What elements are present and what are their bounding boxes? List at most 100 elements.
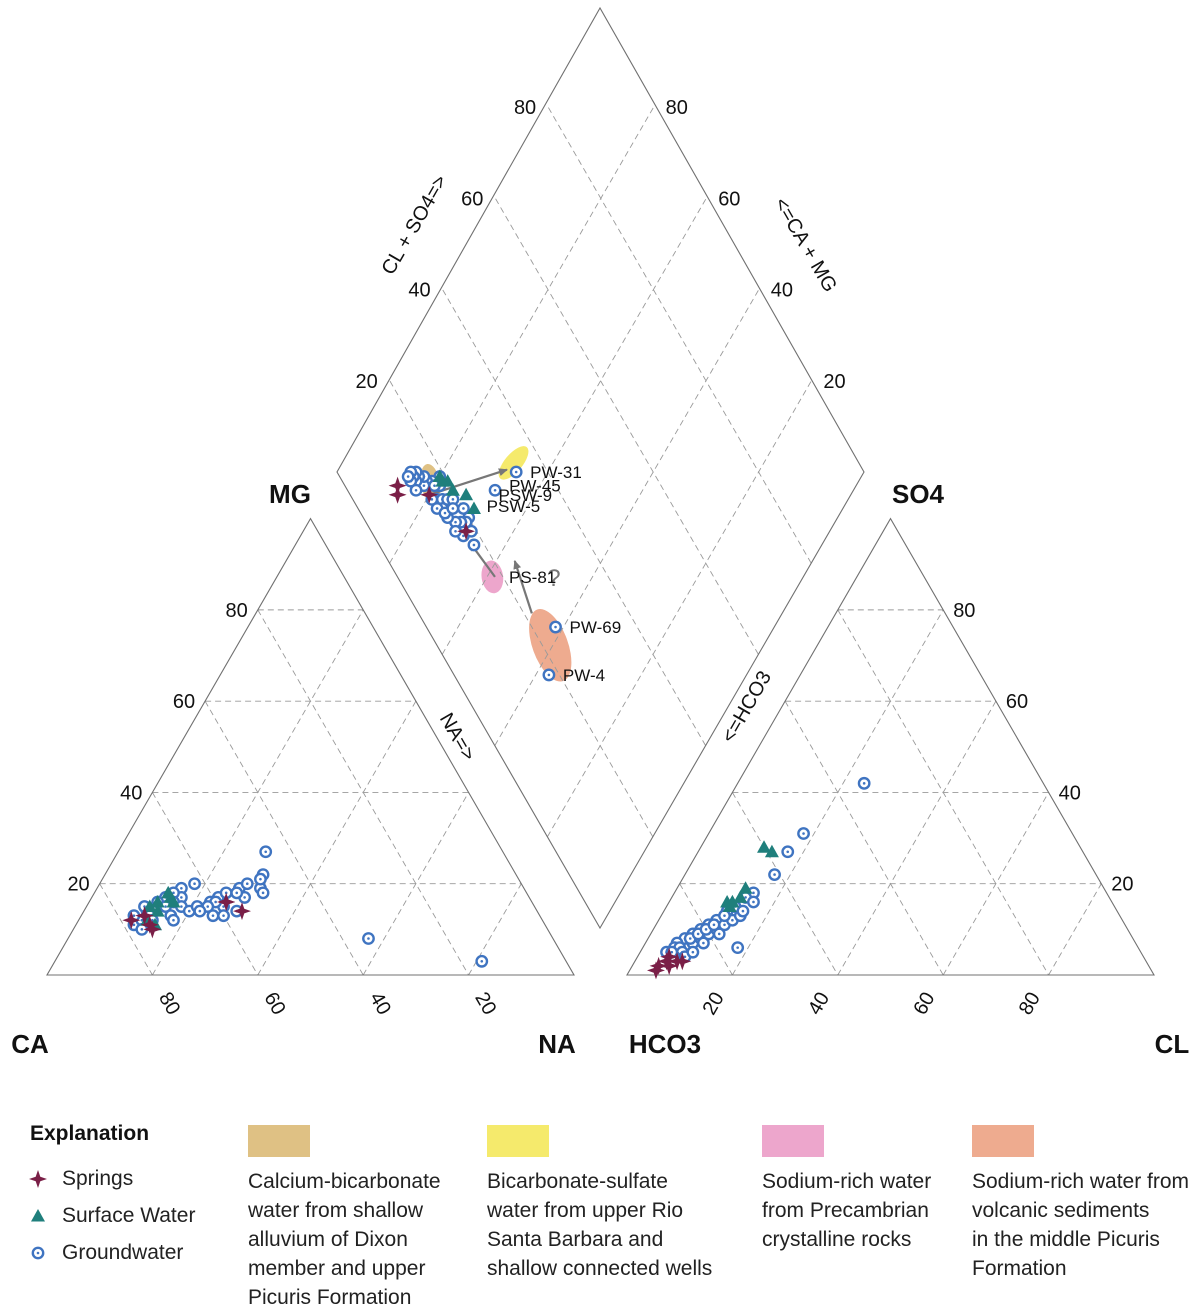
point-label: PW-31 [530, 463, 582, 482]
tick-diamond-right: 40 [771, 280, 793, 302]
tick-cation-bottom: 60 [259, 989, 289, 1019]
groundwater-anion-point [697, 936, 710, 950]
groundwater-diamond-point [467, 538, 481, 552]
diamond-grid-camg [494, 289, 760, 746]
star-icon [29, 1170, 47, 1188]
groundwater-anion-point [736, 904, 750, 918]
tick-diamond-right: 20 [823, 371, 845, 393]
groundwater-anion-point [686, 945, 700, 959]
tick-anion-right: 40 [1059, 782, 1081, 804]
springs-cation-point [217, 892, 236, 911]
zone-text-precambrian: Sodium-rich water from Precambrian cryst… [762, 1170, 932, 1251]
groundwater-anion-point [747, 895, 760, 909]
anion-grid-cl [837, 700, 997, 976]
surface-water-cation-point [150, 904, 165, 917]
tick-diamond-left: 60 [461, 188, 483, 210]
groundwater-diamond-point [401, 470, 415, 483]
tick-cation-left: 40 [120, 782, 142, 804]
groundwater-diamond-point [542, 668, 556, 682]
ring-icon [31, 1246, 45, 1260]
springs-cation-point [143, 920, 162, 939]
springs-diamond-point [457, 522, 476, 541]
zone-swatch-bicarbonate-sulfate [487, 1125, 549, 1157]
corner-label-so4: SO4 [892, 479, 945, 509]
axis-title-cl-so4: CL + SO4=> [378, 171, 453, 278]
diamond-grid-camg [389, 106, 654, 564]
diamond-grid-so4cl [495, 198, 759, 655]
tick-anion-right: 80 [953, 600, 975, 622]
cation-grid-ca [99, 883, 153, 976]
diamond-grid-camg [441, 198, 707, 655]
tick-diamond-left: 40 [408, 280, 430, 302]
springs-cation-point [122, 911, 141, 930]
legend-item-groundwater: Groundwater [28, 1241, 183, 1265]
legend-title: Explanation [30, 1122, 150, 1145]
springs-anion-point [673, 952, 692, 971]
groundwater-diamond-point [549, 620, 562, 634]
anion-grid-cl [1048, 883, 1102, 976]
groundwater-anion-point [712, 927, 726, 941]
cation-triangle [46, 517, 575, 976]
groundwater-cation-point [167, 913, 180, 927]
tick-diamond-right: 60 [718, 188, 740, 210]
groundwater-cation-point [254, 872, 267, 886]
tick-anion-right: 20 [1111, 874, 1133, 896]
springs-cation-point [232, 902, 251, 921]
springs-cation-point [140, 915, 159, 934]
groundwater-anion-point [797, 827, 810, 840]
tick-anion-bottom: 20 [699, 989, 729, 1019]
anion-triangle [626, 517, 1155, 976]
groundwater-diamond-point [509, 465, 523, 479]
arrow-3 [513, 559, 533, 614]
question-mark: ? [547, 565, 560, 592]
point-label: PW-45 [509, 477, 561, 496]
groundwater-cation-point [193, 904, 207, 918]
sample-points [122, 465, 871, 980]
anion-grid-hco3 [732, 792, 839, 976]
tick-anion-bottom: 80 [1015, 989, 1045, 1019]
tick-cation-bottom: 40 [365, 989, 395, 1019]
tick-diamond-right: 80 [666, 97, 688, 119]
point-label: PW-4 [563, 666, 605, 685]
tick-diamond-left: 20 [356, 371, 378, 393]
legend-label-springs: Springs [62, 1167, 134, 1190]
anion-grid-cl [942, 792, 1049, 976]
corner-label-hco3: HCO3 [629, 1029, 701, 1059]
plot-frames [46, 6, 1155, 976]
tick-cation-left: 60 [173, 691, 195, 713]
surface-water-cation-point [166, 894, 181, 908]
tick-anion-bottom: 60 [909, 989, 939, 1019]
point-label: PSW-5 [487, 497, 541, 516]
point-label: PS-81 [509, 568, 556, 587]
surface-water-cation-point [142, 899, 157, 913]
triangle-icon [31, 1209, 45, 1222]
zone-swatch-calcium-bicarbonate [248, 1125, 310, 1157]
groundwater-diamond-point [488, 483, 502, 497]
diamond-grid-so4cl [389, 380, 654, 838]
springs-anion-point [657, 952, 676, 971]
cation-grid-na [362, 792, 469, 976]
groundwater-cation-point [217, 909, 230, 923]
legend: Explanation Springs Surface Water Ground… [0, 1100, 1201, 1309]
legend-item-surface-water: Surface Water [28, 1204, 195, 1228]
diamond-frame [336, 6, 865, 930]
diamond-grid-so4cl [547, 106, 812, 564]
groundwater-cation-point [188, 877, 201, 891]
springs-cation-point [135, 906, 154, 925]
axis-title-na: NA=> [435, 709, 480, 764]
tick-anion-bottom: 40 [804, 989, 834, 1019]
groundwater-cation-point [259, 845, 273, 859]
groundwater-anion-point [857, 776, 871, 790]
corner-label-mg: MG [269, 479, 311, 509]
groundwater-cation-point [475, 954, 489, 968]
springs-anion-point [660, 956, 679, 975]
zone-text-volcanic: Sodium-rich water from volcanic sediment… [972, 1170, 1190, 1280]
springs-anion-point [649, 956, 668, 975]
surface-water-anion-point [764, 844, 779, 858]
cation-grid-na [257, 700, 417, 976]
groundwater-cation-point [240, 877, 254, 891]
zone-swatch-volcanic [972, 1125, 1034, 1157]
tick-anion-right: 60 [1006, 691, 1028, 713]
surface-water-diamond-point [459, 487, 474, 501]
